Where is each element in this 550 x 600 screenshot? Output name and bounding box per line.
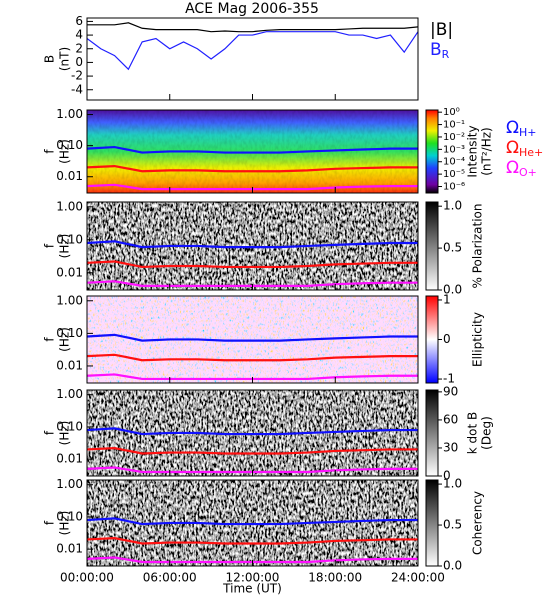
colorbar-tick-label: 0.5 <box>443 241 462 255</box>
colorbar-label: (nT²/Hz) <box>480 127 494 175</box>
colorbar-tick-label: 0.0 <box>443 283 462 297</box>
legend-entry: ΩO+ <box>506 158 537 179</box>
series-line <box>87 517 418 526</box>
y-axis-label: f <box>43 430 57 435</box>
colorbar-tick-label: 90 <box>443 384 458 398</box>
y-axis-label: (Hz) <box>58 234 72 259</box>
y-tick-label: 0.01 <box>56 358 83 372</box>
colorbar <box>425 479 439 567</box>
y-axis-label: f <box>43 520 57 525</box>
legend-entry: ΩHe+ <box>506 138 543 159</box>
y-tick-label: 0.01 <box>56 542 83 556</box>
colorbar <box>425 389 439 477</box>
chart-title: ACE Mag 2006-355 <box>185 1 319 17</box>
y-tick-label: 2 <box>75 41 83 55</box>
x-tick-label: 06:00:00 <box>143 571 197 585</box>
colorbar <box>425 109 439 194</box>
series-line <box>87 537 418 545</box>
colorbar-tick-label: 1.0 <box>443 477 462 491</box>
y-tick-label: 0.01 <box>56 452 83 466</box>
legend-entry: BR <box>430 40 450 61</box>
y-tick-label: 0.10 <box>56 509 83 523</box>
colorbar-label: % Polarization <box>471 204 485 289</box>
y-tick-label: 0.10 <box>56 326 83 340</box>
y-tick-label: 0.01 <box>56 169 83 183</box>
colorbar <box>425 201 439 291</box>
colorbar-tick-label: 10⁰ <box>443 107 460 118</box>
series-line <box>87 240 418 249</box>
y-axis-label: B <box>43 55 57 63</box>
series-line <box>87 31 418 71</box>
x-axis-label: Time (UT) <box>222 582 282 596</box>
colorbar-tick-label: 60 <box>443 412 458 426</box>
plot-area <box>87 22 418 71</box>
y-tick-label: 1.00 <box>56 387 83 401</box>
series-line <box>87 353 418 362</box>
x-tick-label: 24:00:00 <box>391 571 445 585</box>
legend-entry: |B| <box>430 20 453 40</box>
colorbar-tick-label: 30 <box>443 440 458 454</box>
colorbar-tick-label: 10⁻⁶ <box>443 182 465 193</box>
colorbar-label: (Deg) <box>480 416 494 450</box>
x-tick-label: 00:00:00 <box>60 571 114 585</box>
colorbar-label: k dot B <box>466 412 480 454</box>
colorbar-tick-label: 10⁻¹ <box>443 120 465 131</box>
colorbar-tick-label: 10⁻³ <box>443 144 465 155</box>
series-line <box>87 333 418 342</box>
y-axis-label: f <box>43 243 57 248</box>
plot-area <box>87 110 418 193</box>
colorbar-tick-label: 10⁻⁴ <box>443 157 465 168</box>
y-tick-label: 0 <box>75 55 83 69</box>
colorbar-label: Coherency <box>471 491 485 555</box>
colorbar-tick-label: 10⁻² <box>443 132 465 143</box>
series-line <box>87 447 418 455</box>
colorbar-tick-label: 0 <box>443 332 451 346</box>
y-axis-label: (Hz) <box>58 139 72 164</box>
series-line <box>87 164 418 173</box>
colorbar-label: Intensity <box>466 125 480 177</box>
colorbar-tick-label: 0 <box>443 469 451 483</box>
y-tick-label: 1.00 <box>56 477 83 491</box>
series-line <box>87 145 418 154</box>
colorbar <box>425 295 439 384</box>
y-tick-label: 0.10 <box>56 232 83 246</box>
y-axis-label: (nT) <box>58 47 72 71</box>
y-axis-label: (Hz) <box>58 421 72 446</box>
plot-area <box>87 390 418 476</box>
colorbar-label: Ellipticity <box>471 312 485 367</box>
y-axis-label: f <box>43 149 57 154</box>
y-axis-label: f <box>43 337 57 342</box>
plot-frame <box>86 17 419 101</box>
colorbar-tick-label: 0.5 <box>443 518 462 532</box>
series-line <box>87 260 418 269</box>
plot-area <box>87 296 418 383</box>
plot-area <box>87 480 418 566</box>
colorbar-tick-label: 10⁻⁵ <box>443 169 465 180</box>
y-tick-label: 1.00 <box>56 199 83 213</box>
legend-entry: ΩH+ <box>506 118 537 139</box>
colorbar-tick-label: -1 <box>443 372 455 386</box>
y-tick-label: -2 <box>71 69 83 83</box>
y-axis-label: (Hz) <box>58 511 72 536</box>
y-tick-label: 1.00 <box>56 107 83 121</box>
y-tick-label: 0.10 <box>56 419 83 433</box>
y-tick-label: -4 <box>71 82 83 96</box>
series-line <box>87 427 418 436</box>
x-tick-label: 12:00:00 <box>226 571 280 585</box>
plot-area <box>87 202 418 290</box>
series-line <box>87 22 418 33</box>
colorbar-tick-label: 1 <box>443 292 451 306</box>
y-tick-label: 6 <box>75 14 83 28</box>
colorbar-tick-label: 0.0 <box>443 559 462 573</box>
y-tick-label: 1.00 <box>56 293 83 307</box>
x-tick-label: 18:00:00 <box>308 571 362 585</box>
y-tick-label: 0.10 <box>56 138 83 152</box>
y-tick-label: 0.01 <box>56 265 83 279</box>
colorbar-tick-label: 1.0 <box>443 199 462 213</box>
y-axis-label: (Hz) <box>58 327 72 352</box>
y-tick-label: 4 <box>75 28 83 42</box>
